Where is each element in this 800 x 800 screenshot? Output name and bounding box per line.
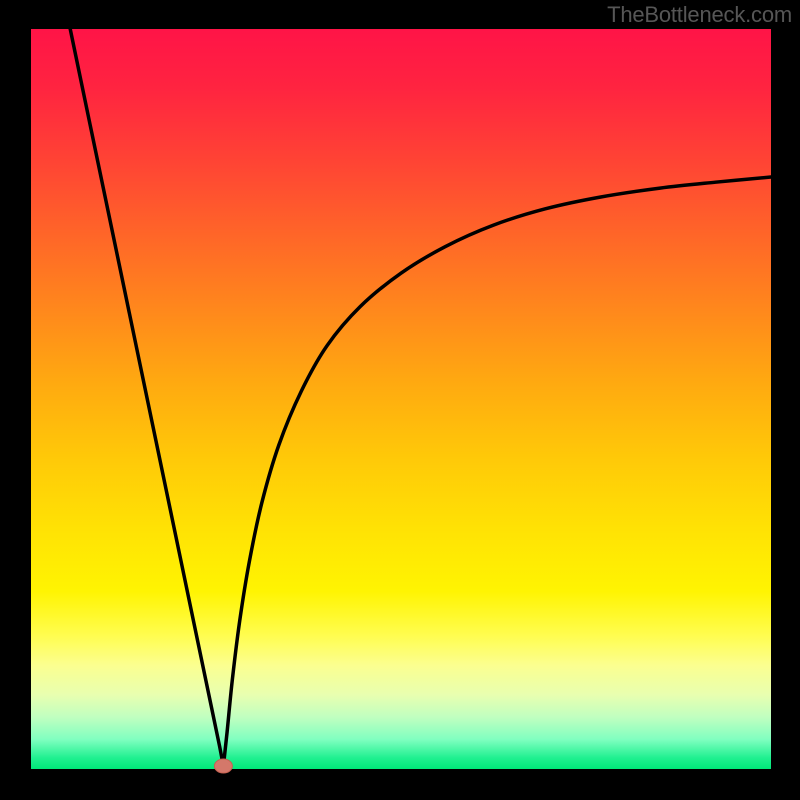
watermark-text: TheBottleneck.com — [607, 2, 792, 28]
chart-frame: TheBottleneck.com — [0, 0, 800, 800]
minimum-marker — [214, 759, 232, 773]
gradient-background — [31, 29, 771, 769]
bottleneck-chart — [0, 0, 800, 800]
